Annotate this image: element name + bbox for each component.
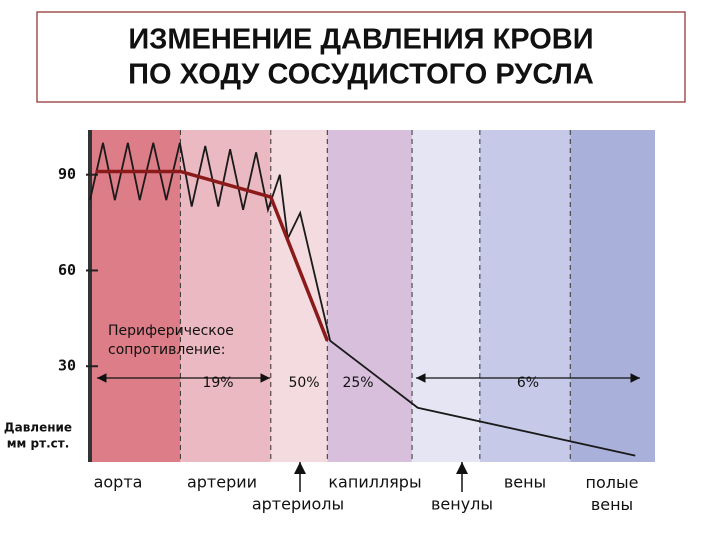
band xyxy=(327,130,413,462)
y-axis-label: мм рт.ст. xyxy=(7,437,70,451)
value-label: 6% xyxy=(517,375,539,391)
y-tick-label: 90 xyxy=(58,165,76,183)
band xyxy=(180,130,271,462)
value-label: 19% xyxy=(202,375,233,391)
x-tick-label: вены xyxy=(504,473,546,492)
y-axis-label: Давление xyxy=(4,421,72,435)
value-label: 50% xyxy=(288,375,319,391)
annotation: Периферическое xyxy=(108,323,234,339)
band xyxy=(570,130,655,462)
line xyxy=(95,169,329,342)
y-tick-label: 30 xyxy=(58,357,76,375)
x-tick-label: венулы xyxy=(431,495,493,514)
band xyxy=(270,130,328,462)
band xyxy=(412,130,480,462)
line xyxy=(89,142,636,457)
value-label: 25% xyxy=(342,375,373,391)
x-tick-label: капилляры xyxy=(328,473,421,492)
y-tick-label: 60 xyxy=(58,261,76,279)
x-tick-label: артерии xyxy=(187,473,257,492)
x-tick-label: полые вены xyxy=(586,473,639,514)
chart-title: ПО ХОДУ СОСУДИСТОГО РУСЛА xyxy=(128,59,594,91)
annotation: сопротивление: xyxy=(108,342,226,358)
band xyxy=(479,130,571,462)
band xyxy=(90,130,181,462)
x-tick-label: артериолы xyxy=(252,495,344,514)
x-tick-label: аорта xyxy=(94,473,143,492)
chart-title: ИЗМЕНЕНИЕ ДАВЛЕНИЯ КРОВИ xyxy=(128,24,593,56)
title-box xyxy=(36,11,686,103)
